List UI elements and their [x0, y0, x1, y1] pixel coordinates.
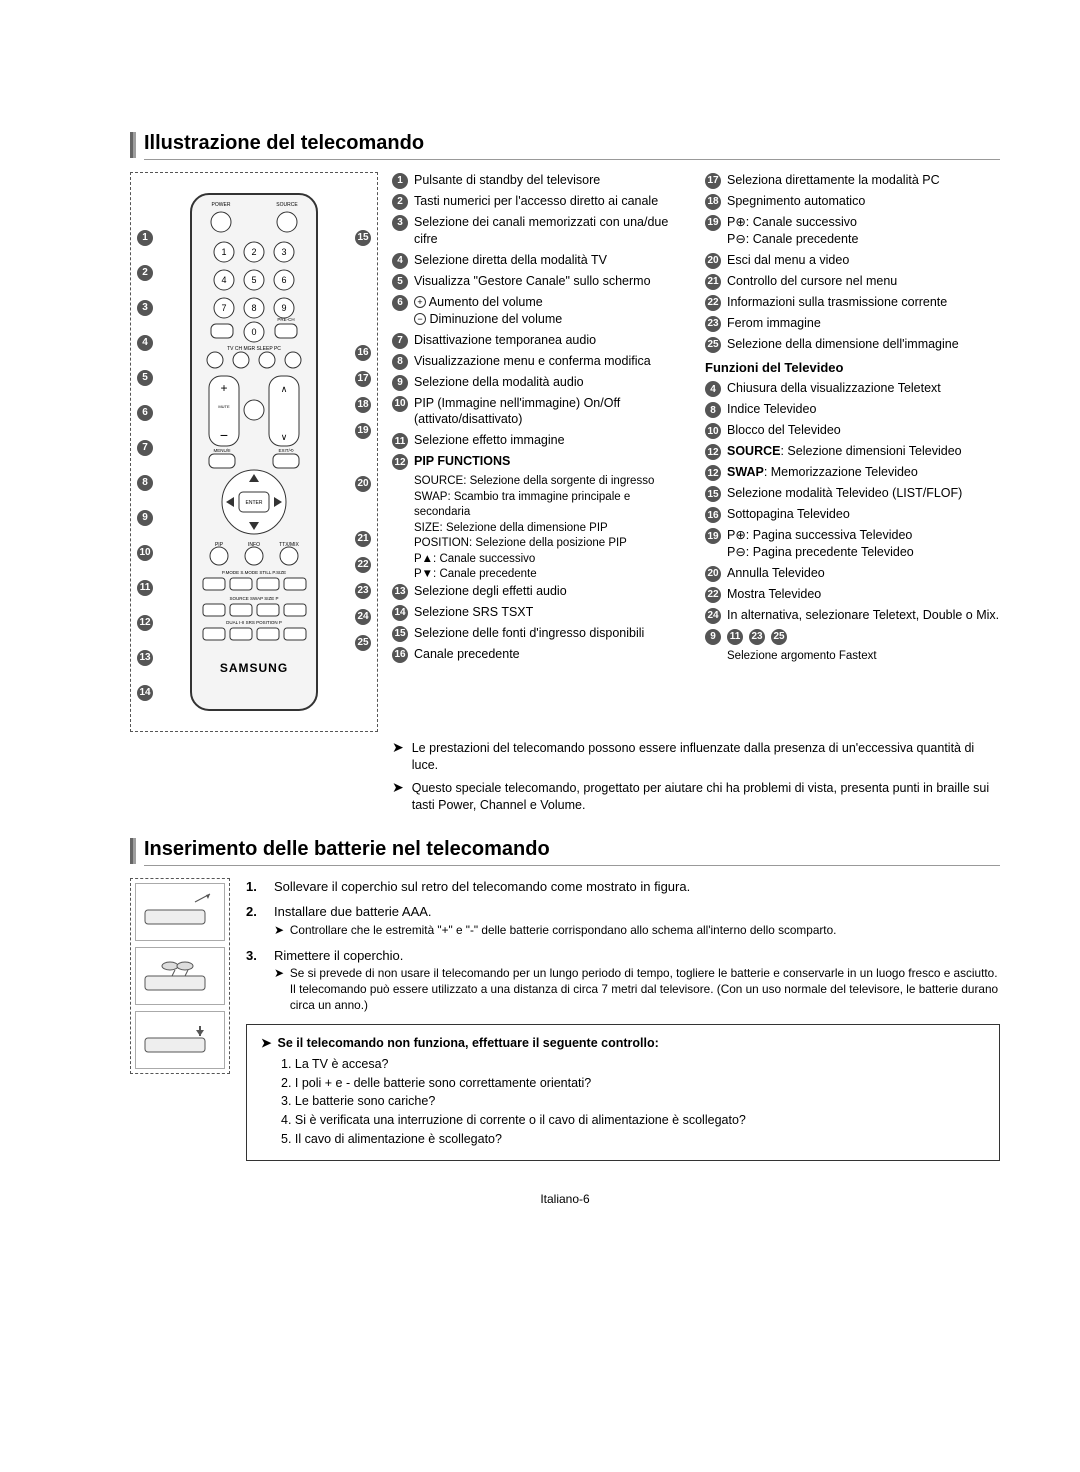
- svg-text:3: 3: [281, 247, 286, 257]
- callout-17: 17: [355, 371, 371, 387]
- callout-3: 3: [137, 300, 153, 316]
- callout-6: 6: [137, 405, 153, 421]
- svg-text:1: 1: [221, 247, 226, 257]
- title-bar-icon: [130, 132, 136, 158]
- svg-text:∨: ∨: [281, 432, 288, 442]
- svg-text:∧: ∧: [281, 384, 288, 394]
- arrow-icon: ➤: [261, 1035, 271, 1052]
- battery-step-image: [135, 1011, 225, 1069]
- troubleshoot-box: ➤Se il telecomando non funziona, effettu…: [246, 1024, 1000, 1161]
- callout-24: 24: [355, 609, 371, 625]
- svg-text:6: 6: [281, 275, 286, 285]
- callout-16: 16: [355, 345, 371, 361]
- callout-9: 9: [137, 510, 153, 526]
- callout-8: 8: [137, 475, 153, 491]
- remote-diagram: 1 2 3 4 5 6 7 8 9 10 11 12 13 14 15 16 1…: [130, 172, 378, 732]
- callout-12: 12: [137, 615, 153, 631]
- callout-13: 13: [137, 650, 153, 666]
- svg-text:7: 7: [221, 303, 226, 313]
- callout-10: 10: [137, 545, 153, 561]
- callout-7: 7: [137, 440, 153, 456]
- svg-text:4: 4: [221, 275, 226, 285]
- section2-text: 1.Sollevare il coperchio sul retro del t…: [246, 878, 1000, 1162]
- battery-step-image: [135, 883, 225, 941]
- svg-text:MENU/II: MENU/II: [213, 448, 230, 453]
- title-bar-icon: [130, 838, 136, 864]
- svg-text:8: 8: [251, 303, 256, 313]
- callout-1: 1: [137, 230, 153, 246]
- section1-notes: ➤Le prestazioni del telecomando possono …: [392, 740, 1000, 814]
- callout-20: 20: [355, 476, 371, 492]
- svg-text:−: −: [220, 427, 228, 443]
- callout-21: 21: [355, 531, 371, 547]
- svg-text:ENTER: ENTER: [246, 500, 263, 506]
- svg-text:EXIT/⟲: EXIT/⟲: [278, 448, 294, 453]
- arrow-icon: ➤: [274, 966, 284, 982]
- section2-title: Inserimento delle batterie nel telecoman…: [130, 836, 1000, 866]
- arrow-icon: ➤: [392, 780, 404, 794]
- svg-text:2: 2: [251, 247, 256, 257]
- callout-11: 11: [137, 580, 153, 596]
- callout-5: 5: [137, 370, 153, 386]
- callout-2: 2: [137, 265, 153, 281]
- svg-text:TV CH MGR SLEEP PC: TV CH MGR SLEEP PC: [227, 346, 281, 352]
- svg-text:SOURCE: SOURCE: [276, 202, 298, 208]
- svg-text:9: 9: [281, 303, 286, 313]
- callout-19: 19: [355, 423, 371, 439]
- svg-text:P.MODE S.MODE STILL P.SIZE: P.MODE S.MODE STILL P.SIZE: [222, 570, 286, 575]
- desc-col-1: 1Pulsante di standby del televisore 2Tas…: [392, 172, 687, 667]
- callout-22: 22: [355, 557, 371, 573]
- battery-image-column: [130, 878, 230, 1074]
- svg-text:0: 0: [251, 327, 256, 337]
- callout-18: 18: [355, 397, 371, 413]
- svg-text:DUAL I-II SRS POSITION P: DUAL I-II SRS POSITION P: [226, 620, 282, 625]
- desc-col-2: 17Seleziona direttamente la modalità PC …: [705, 172, 1000, 667]
- page-footer: Italiano-6: [130, 1191, 1000, 1207]
- callout-14: 14: [137, 685, 153, 701]
- svg-text:POWER: POWER: [212, 202, 231, 208]
- svg-text:MUTE: MUTE: [218, 404, 230, 409]
- teletext-heading: Funzioni del Televideo: [705, 359, 1000, 377]
- svg-text:5: 5: [251, 275, 256, 285]
- svg-text:SAMSUNG: SAMSUNG: [220, 661, 288, 675]
- arrow-icon: ➤: [274, 923, 284, 939]
- svg-text:PRE-CH: PRE-CH: [277, 317, 294, 322]
- callout-23: 23: [355, 583, 371, 599]
- section2-heading: Inserimento delle batterie nel telecoman…: [144, 836, 1000, 866]
- remote-svg: POWER SOURCE 123 456 789 0 PRE-C: [189, 192, 319, 712]
- callout-15: 15: [355, 230, 371, 246]
- battery-step-image: [135, 947, 225, 1005]
- svg-text:+: +: [220, 381, 227, 395]
- section1-heading: Illustrazione del telecomando: [144, 130, 1000, 160]
- section1-title: Illustrazione del telecomando: [130, 130, 1000, 160]
- callout-25: 25: [355, 635, 371, 651]
- arrow-icon: ➤: [392, 740, 404, 754]
- callout-4: 4: [137, 335, 153, 351]
- svg-text:SOURCE SWAP SIZE P: SOURCE SWAP SIZE P: [229, 596, 278, 601]
